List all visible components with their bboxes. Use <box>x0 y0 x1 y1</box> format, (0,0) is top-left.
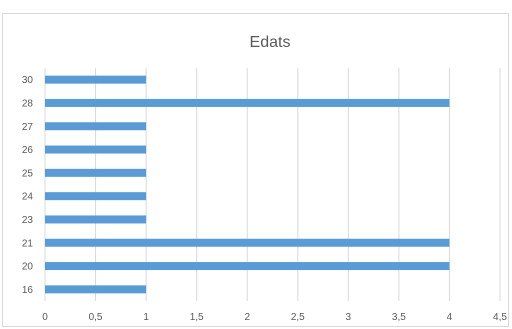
y-category-label: 20 <box>22 262 34 273</box>
y-category-label: 24 <box>22 192 34 203</box>
x-tick-label: 4,5 <box>493 312 507 323</box>
x-tick-label: 1,5 <box>190 312 204 323</box>
y-category-label: 21 <box>22 238 34 249</box>
y-category-label: 28 <box>22 98 34 109</box>
x-tick-label: 1 <box>143 312 149 323</box>
y-category-label: 25 <box>22 168 34 179</box>
x-tick-label: 4 <box>447 312 453 323</box>
bar <box>45 75 147 84</box>
x-tick-label: 3 <box>346 312 352 323</box>
x-axis-labels: 0 0,5 1 1,5 2 2,5 3 3,5 4 4,5 <box>42 312 507 323</box>
bars <box>45 75 450 294</box>
y-category-label: 30 <box>22 75 34 86</box>
bar <box>45 192 147 201</box>
bar <box>45 285 147 294</box>
chart-title: Edats <box>250 34 291 51</box>
y-axis-labels: 30 28 27 26 25 24 23 21 20 16 <box>22 75 34 296</box>
x-tick-label: 0,5 <box>89 312 103 323</box>
y-category-label: 27 <box>22 122 34 133</box>
y-category-label: 23 <box>22 215 34 226</box>
bar <box>45 98 450 107</box>
x-tick-label: 2,5 <box>291 312 305 323</box>
bar <box>45 262 450 271</box>
y-category-label: 16 <box>22 285 34 296</box>
x-tick-label: 0 <box>42 312 48 323</box>
x-tick-label: 3,5 <box>392 312 406 323</box>
y-category-label: 26 <box>22 145 34 156</box>
bar <box>45 122 147 131</box>
bar <box>45 215 147 224</box>
bar <box>45 145 147 154</box>
bar <box>45 168 147 177</box>
x-tick-label: 2 <box>244 312 250 323</box>
bar <box>45 238 450 247</box>
